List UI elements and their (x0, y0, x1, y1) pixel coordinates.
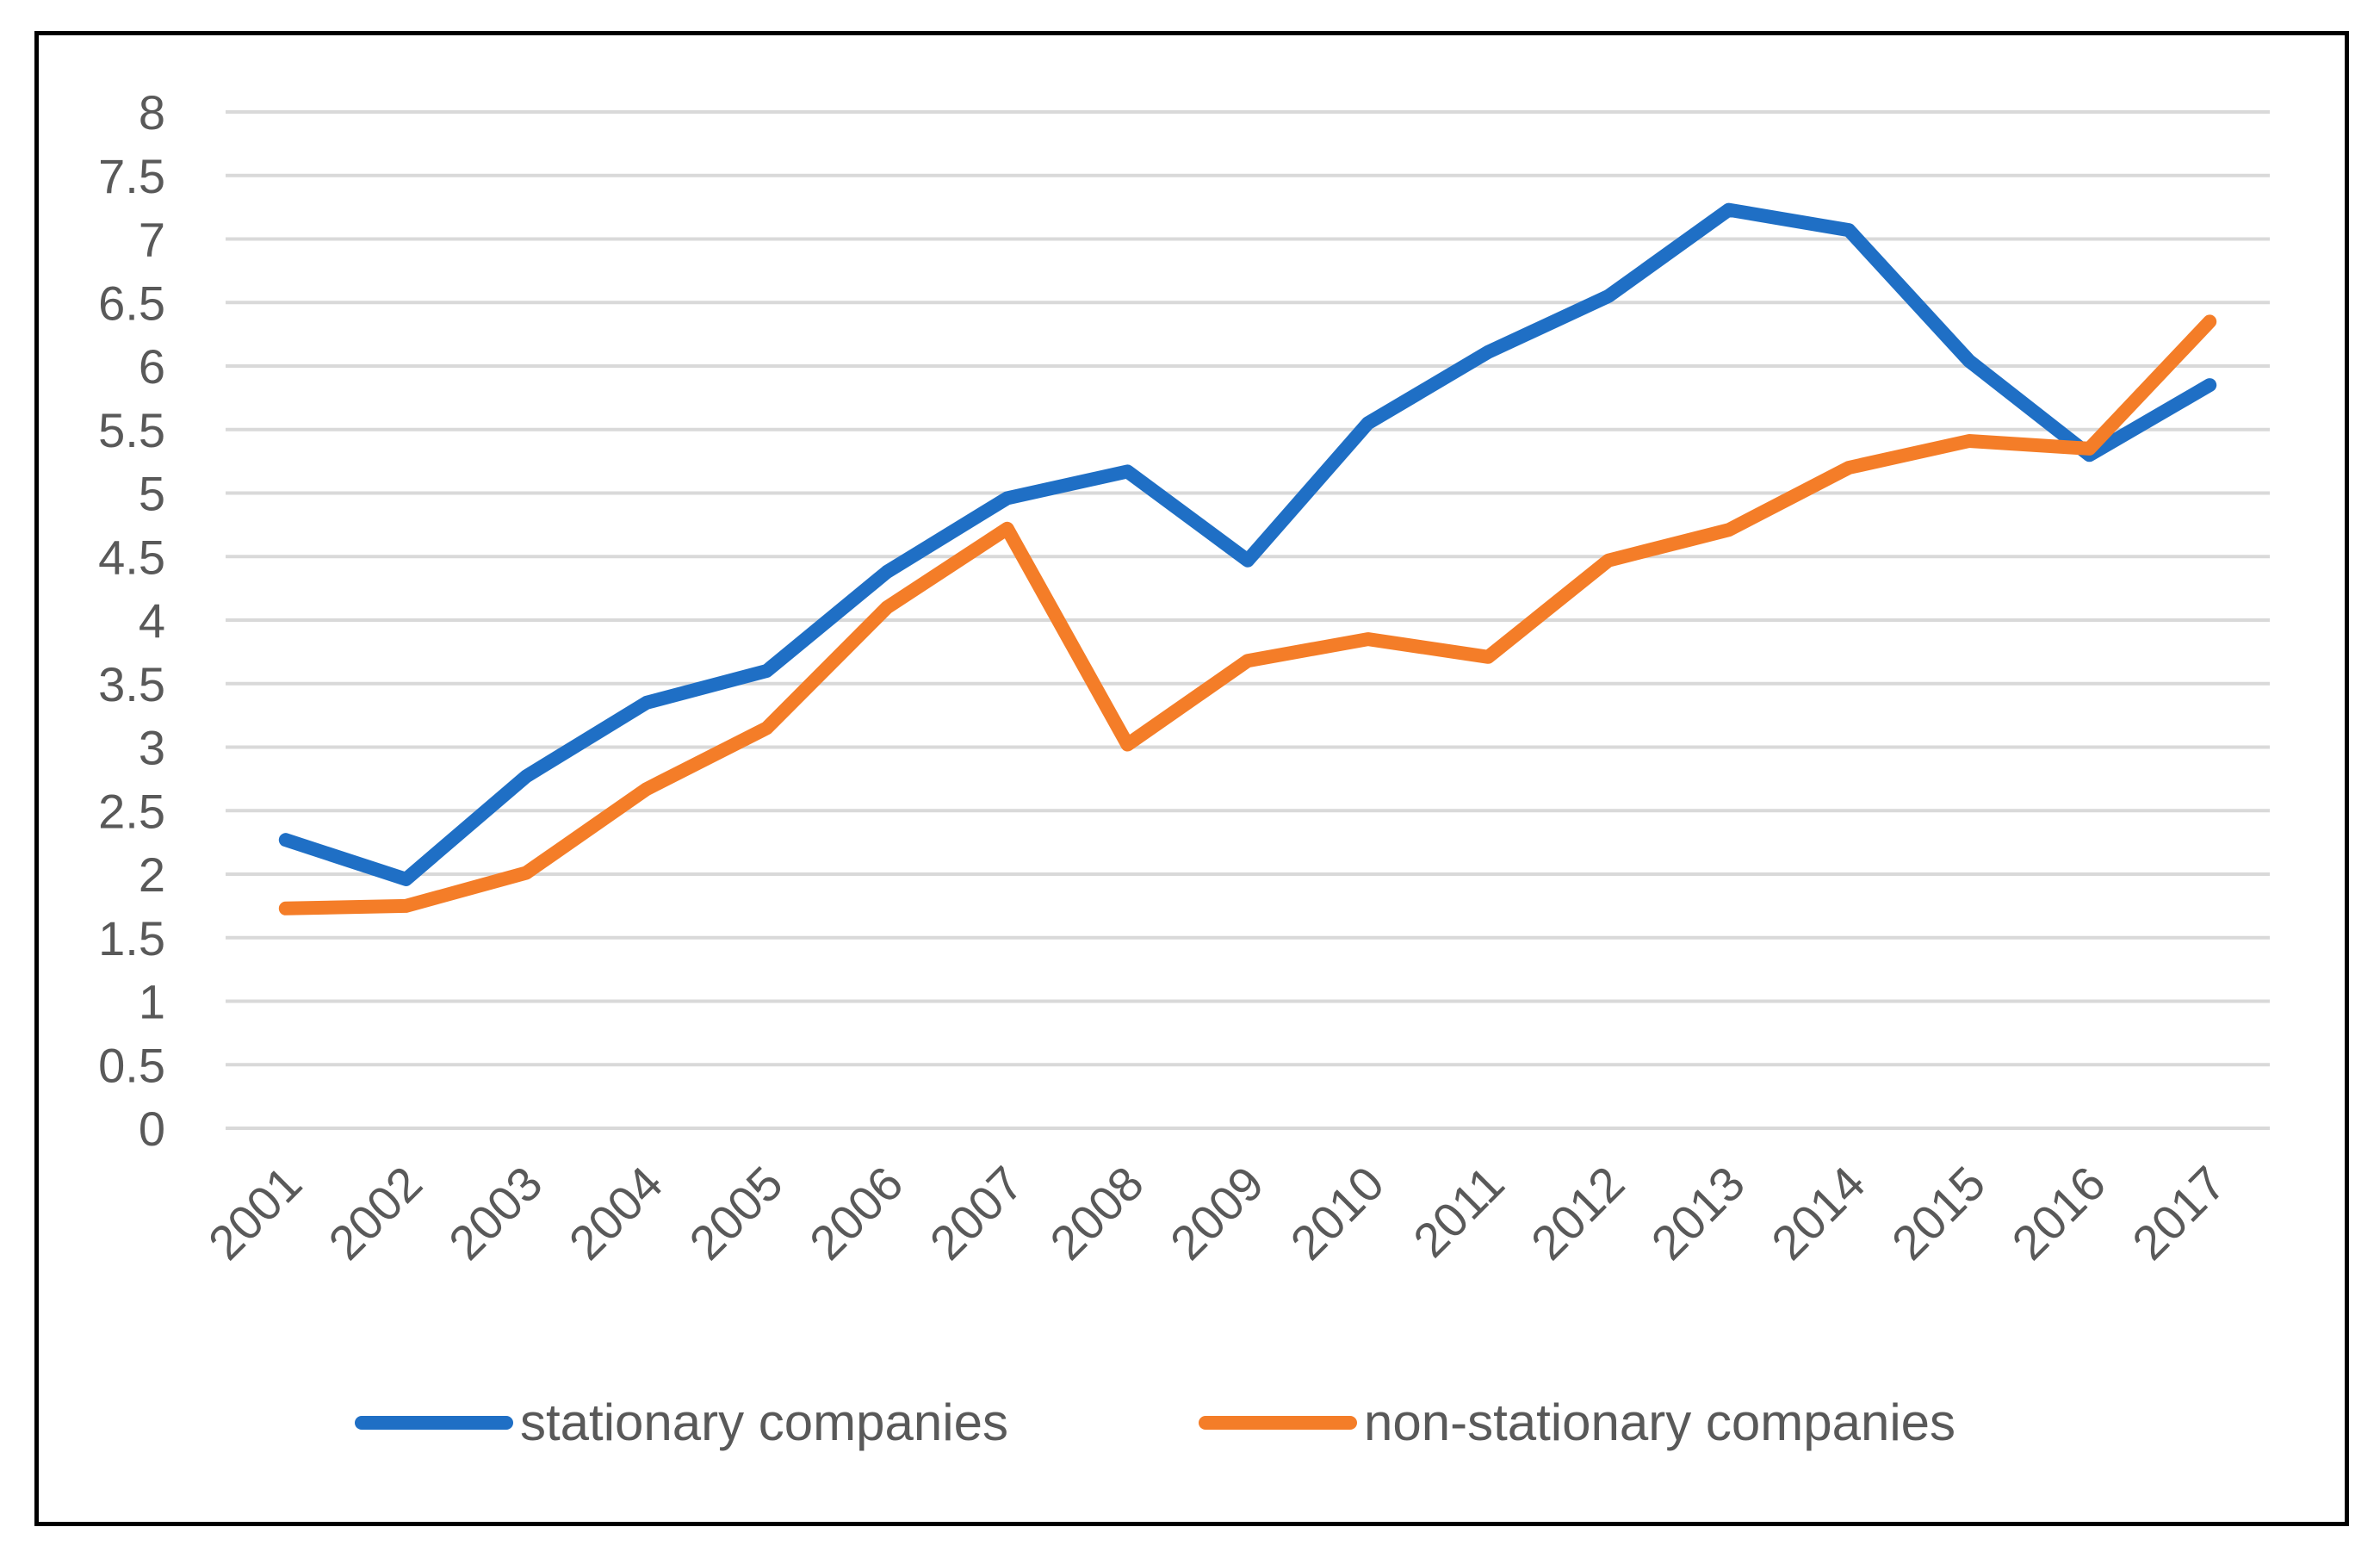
x-tick-label: 2003 (438, 1156, 553, 1270)
gridlines (226, 110, 2270, 1130)
y-tick-label: 2 (139, 847, 165, 902)
y-tick-label: 7 (139, 213, 165, 267)
x-tick-label: 2016 (2001, 1156, 2116, 1270)
y-tick-label: 0.5 (98, 1038, 165, 1092)
series-line-stationary (278, 202, 2217, 886)
y-tick-label: 8 (139, 85, 165, 140)
series-line-non-stationary (278, 314, 2217, 916)
x-tick-label: 2004 (559, 1156, 673, 1270)
y-tick-label: 3.5 (98, 657, 165, 711)
x-tick-label: 2001 (198, 1156, 313, 1270)
y-axis-tick-labels: 0 0.5 1 1.5 2 2.5 3 3.5 4 4.5 5 5.5 6 6.5 7 7.5 8 (98, 85, 165, 1156)
y-tick-label: 2.5 (98, 784, 165, 838)
x-tick-label: 2007 (920, 1156, 1034, 1270)
x-tick-label: 2014 (1761, 1156, 1875, 1270)
legend-label-non-stationary: non-stationary companies (1364, 1394, 1955, 1451)
y-tick-label: 6.5 (98, 276, 165, 330)
y-tick-label: 6 (139, 339, 165, 394)
x-tick-label: 2013 (1640, 1156, 1755, 1270)
y-tick-label: 1.5 (98, 911, 165, 965)
x-tick-label: 2005 (679, 1156, 793, 1270)
y-tick-label: 7.5 (98, 149, 165, 203)
x-tick-label: 2008 (1039, 1156, 1154, 1270)
x-tick-label: 2017 (2122, 1156, 2236, 1270)
x-tick-label: 2010 (1280, 1156, 1394, 1270)
chart-frame (34, 31, 2349, 1526)
legend-label-stationary: stationary companies (520, 1394, 1008, 1451)
x-tick-label: 2009 (1160, 1156, 1274, 1270)
y-tick-label: 0 (139, 1102, 165, 1156)
x-tick-label: 2015 (1881, 1156, 1996, 1270)
y-tick-label: 3 (139, 721, 165, 775)
series-lines (278, 202, 2217, 916)
y-tick-label: 4 (139, 593, 165, 648)
x-tick-label: 2011 (1403, 1156, 1515, 1268)
x-tick-label: 2002 (318, 1156, 432, 1270)
y-tick-label: 5.5 (98, 403, 165, 457)
y-tick-label: 1 (139, 975, 165, 1029)
y-tick-label: 5 (139, 467, 165, 521)
legend: stationary companies non-stationary comp… (355, 1394, 1955, 1451)
x-tick-label: 2012 (1521, 1156, 1635, 1270)
x-axis-tick-labels: 2001 2002 2003 2004 2005 2006 2007 2008 2009 2010… (198, 1156, 2236, 1270)
x-tick-label: 2006 (799, 1156, 914, 1270)
y-tick-label: 4.5 (98, 530, 165, 584)
